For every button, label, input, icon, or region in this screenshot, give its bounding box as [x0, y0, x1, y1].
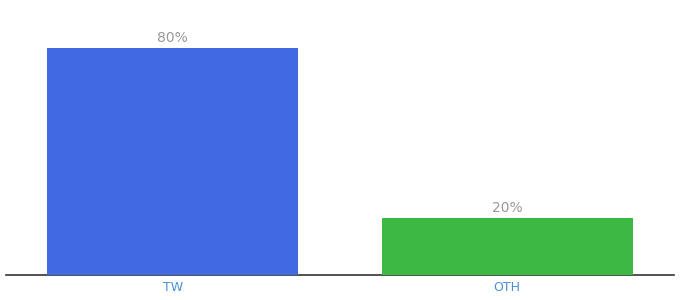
Text: 20%: 20% — [492, 201, 522, 215]
Text: 80%: 80% — [157, 31, 188, 45]
Bar — [48, 48, 299, 274]
Bar — [381, 218, 632, 274]
